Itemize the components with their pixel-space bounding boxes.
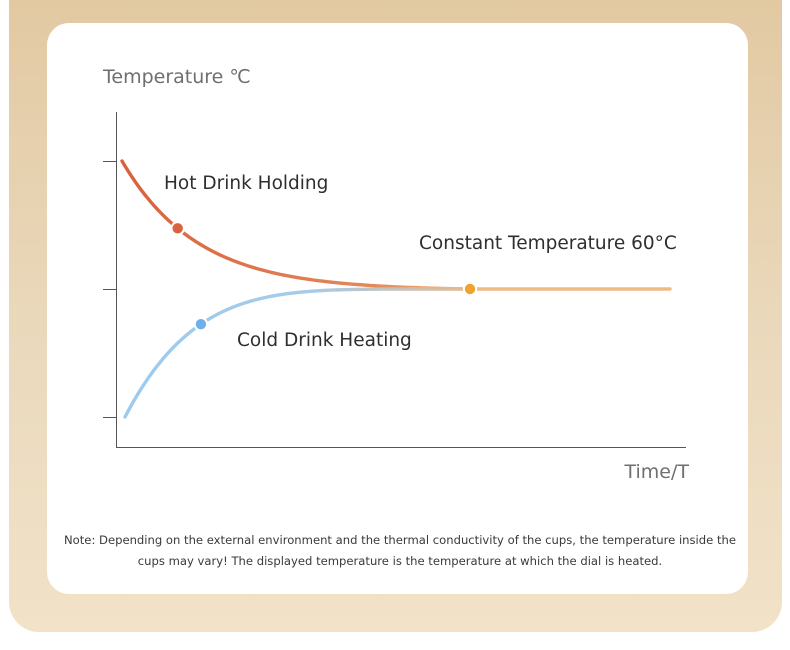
cold-drink-marker [193, 316, 209, 332]
note-text: Note: Depending on the external environm… [64, 533, 736, 568]
constant-temperature-label: Constant Temperature 60°C [419, 233, 677, 254]
x-axis-label: Time/T [624, 461, 689, 483]
hot-drink-label: Hot Drink Holding [164, 173, 329, 194]
y-axis-label: Temperature ℃ [103, 66, 251, 88]
hot-drink-marker [170, 221, 185, 236]
cold-drink-line [123, 287, 472, 419]
constant-temperature-marker [462, 281, 478, 297]
cold-drink-label: Cold Drink Heating [237, 330, 412, 351]
chart-card [47, 23, 748, 594]
